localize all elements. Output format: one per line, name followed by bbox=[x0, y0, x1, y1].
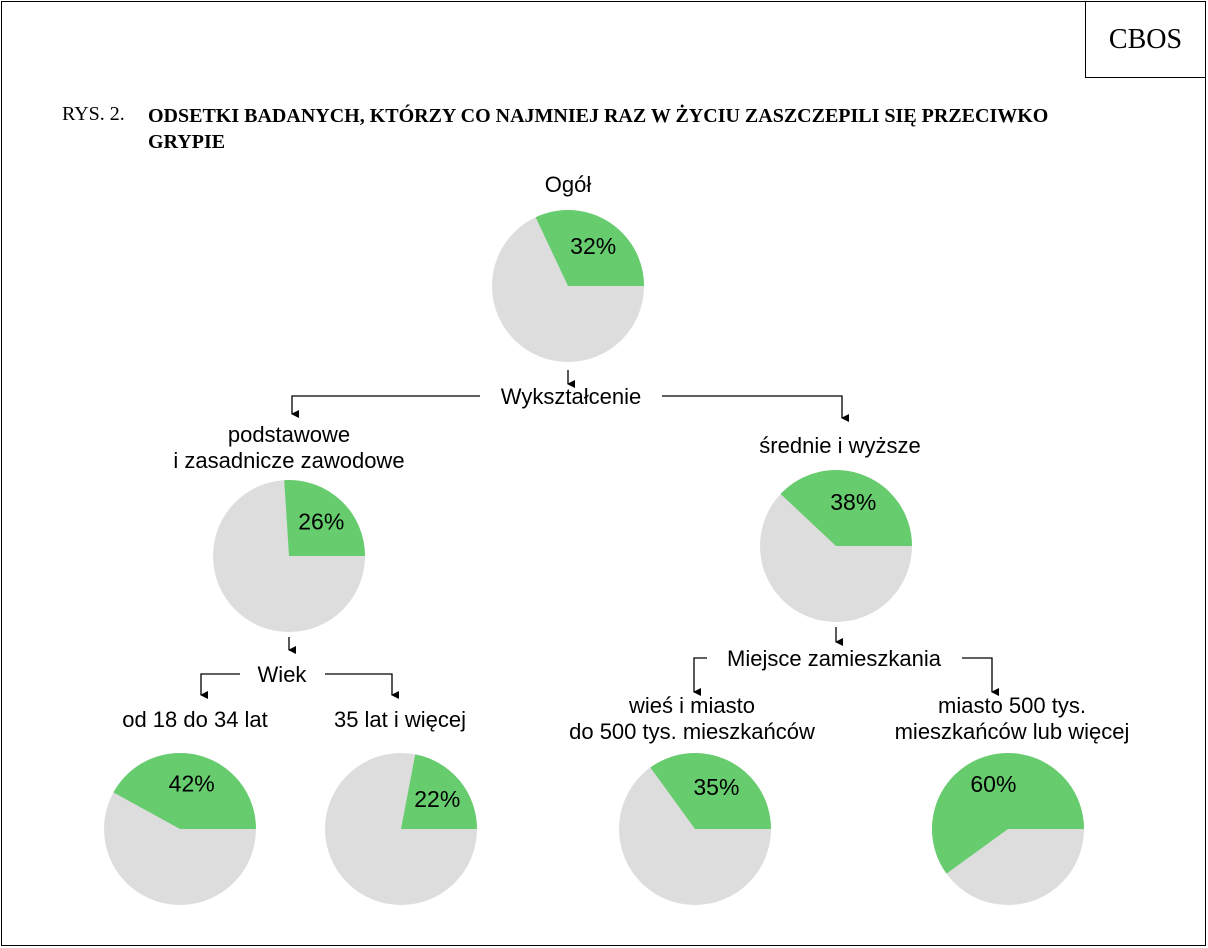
pie-value-label: 60% bbox=[970, 771, 1016, 797]
pie-category-label: podstawowe bbox=[228, 422, 350, 447]
connector-line bbox=[662, 395, 849, 422]
connector-line bbox=[325, 673, 399, 699]
pie-value-label: 26% bbox=[298, 509, 344, 535]
pie-value-label: 32% bbox=[570, 233, 616, 259]
pie-slice-vaccinated bbox=[932, 753, 1084, 874]
split-label-education: Wykształcenie bbox=[501, 384, 641, 409]
pie-category-label: mieszkańców lub więcej bbox=[895, 719, 1130, 744]
pie-value-label: 38% bbox=[830, 489, 876, 515]
pie-category-label: miasto 500 tys. bbox=[938, 693, 1086, 718]
pie-value-label: 22% bbox=[414, 786, 460, 812]
brand-box: CBOS bbox=[1085, 2, 1205, 78]
split-label-age: Wiek bbox=[258, 662, 308, 687]
pie-slice-vaccinated bbox=[650, 752, 771, 829]
pie-slice-vaccinated bbox=[401, 754, 477, 829]
pie-age-18-34: 42% od 18 do 34 lat bbox=[104, 707, 268, 905]
split-label-residence: Miejsce zamieszkania bbox=[727, 646, 942, 671]
pie-res-big: 60% miasto 500 tys.mieszkańców lub więcej bbox=[895, 693, 1130, 905]
pie-category-label: od 18 do 34 lat bbox=[122, 707, 268, 732]
connector-line bbox=[693, 657, 707, 696]
figure-label: RYS. 2. bbox=[62, 103, 125, 125]
pie-value-label: 42% bbox=[169, 770, 215, 796]
figure-title: ODSETKI BADANYCH, KTÓRZY CO NAJMNIEJ RAZ… bbox=[148, 105, 1049, 153]
connector-line bbox=[200, 673, 240, 699]
pie-slice-vaccinated bbox=[780, 469, 912, 546]
pie-slice-vaccinated bbox=[284, 480, 365, 556]
pie-slice-vaccinated bbox=[113, 753, 257, 829]
pie-age-35-plus: 22% 35 lat i więcej bbox=[325, 707, 477, 905]
pie-slice-vaccinated bbox=[535, 209, 644, 286]
pie-category-label: i zasadnicze zawodowe bbox=[173, 448, 404, 473]
pie-ogol: 32% Ogół bbox=[492, 172, 644, 362]
pie-edu-higher: 38% średnie i wyższe bbox=[759, 433, 921, 622]
connector-line bbox=[291, 395, 480, 418]
pie-category-label: 35 lat i więcej bbox=[334, 707, 466, 732]
tree-connectors bbox=[200, 370, 999, 699]
pie-category-label: średnie i wyższe bbox=[759, 433, 920, 458]
pie-category-label: do 500 tys. mieszkańców bbox=[569, 719, 815, 744]
pie-category-label: Ogół bbox=[545, 172, 592, 197]
pie-value-label: 35% bbox=[693, 774, 739, 800]
connector-line bbox=[962, 657, 999, 696]
pie-category-label: wieś i miasto bbox=[628, 693, 755, 718]
